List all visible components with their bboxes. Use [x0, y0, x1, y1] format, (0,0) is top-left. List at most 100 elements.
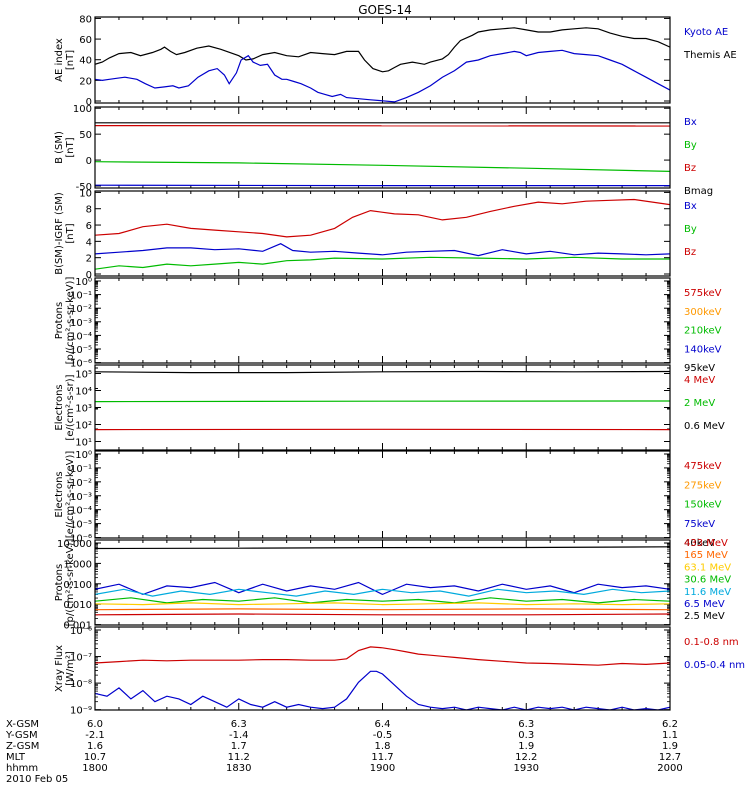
- series-group: [95, 27, 670, 103]
- legend-entry-140kev: 140keV: [684, 344, 722, 355]
- x-tick-value: 1830: [226, 763, 251, 774]
- x-tick-value: 2000: [657, 763, 682, 774]
- legend-entry-6-5-mev: 6.5 MeV: [684, 599, 725, 610]
- y-tick-label: 10.000: [57, 539, 92, 550]
- y-tick-label: 6: [86, 221, 92, 232]
- y-axis-label: [nT]: [65, 223, 76, 243]
- legend-entry-575kev: 575keV: [684, 288, 722, 299]
- y-tick-label: 20: [79, 76, 92, 87]
- series-group: [95, 198, 670, 270]
- y-tick-label: 10⁻³: [70, 318, 92, 329]
- y-tick-label: 10⁻²: [70, 304, 92, 315]
- y-tick-label: 8: [86, 205, 92, 216]
- legend-entry-475kev: 475keV: [684, 461, 722, 472]
- series-group: [95, 546, 670, 616]
- y-axis-label: B (SM): [54, 131, 65, 164]
- series-line-63-1-mev: [95, 602, 670, 606]
- series-line-6-5-mev: [95, 581, 670, 596]
- y-tick-label: 100: [73, 104, 92, 115]
- y-tick-label: 10⁻⁶: [70, 626, 92, 637]
- legend-entry-bmag: Bmag: [684, 186, 713, 197]
- panel-6: 10⁰ 10⁻¹ 10⁻² 10⁻³ 10⁻⁴ 10⁻⁵ 10⁻⁶ Electrons [e/(…: [54, 450, 722, 549]
- y-tick-label: 10⁵: [75, 370, 92, 381]
- y-tick-label: 10⁻³: [70, 492, 92, 503]
- y-tick-label: 10¹: [75, 438, 92, 449]
- legend-entry-2-mev: 2 MeV: [684, 398, 715, 409]
- legend-entry-0-6-mev: 0.6 MeV: [684, 421, 725, 432]
- series-line-themis-ae: [95, 27, 670, 73]
- legend-entry-2-5-mev: 2.5 MeV: [684, 611, 725, 622]
- legend-entry-bx: Bx: [684, 117, 697, 128]
- panel-frame: [94, 450, 671, 539]
- y-axis-label: Electrons: [54, 384, 65, 430]
- series-line-0-6-mev: [95, 370, 670, 374]
- y-tick-label: 10⁻⁴: [70, 331, 92, 342]
- y-tick-label: 10⁻⁸: [70, 679, 92, 690]
- y-tick-label: 10⁴: [75, 387, 92, 398]
- x-row-label: X-GSM: [6, 719, 39, 730]
- y-tick-label: 10⁻⁵: [70, 520, 92, 531]
- series-line-0-1-0-8-nm: [95, 646, 670, 666]
- x-tick-value: -2.1: [85, 730, 105, 741]
- series-line-by: [95, 161, 670, 172]
- y-tick-label: 2: [86, 254, 92, 265]
- y-axis-label: AE index: [54, 38, 65, 82]
- y-tick-label: 1.000: [63, 559, 92, 570]
- series-line-by: [95, 256, 670, 270]
- series-group: [95, 370, 670, 431]
- y-tick-label: 10³: [75, 404, 92, 415]
- plot-title: GOES-14: [358, 3, 412, 17]
- legend-entry-30-6-mev: 30.6 MeV: [684, 575, 731, 586]
- y-tick-label: 10⁻¹: [70, 464, 92, 475]
- y-tick-label: 10⁻⁶: [70, 359, 92, 370]
- panel-frame: [94, 364, 671, 451]
- x-tick-value: 0.3: [518, 730, 534, 741]
- x-row-label: hhmm: [6, 763, 38, 774]
- legend-entry-433-mev: 433 MeV: [684, 538, 728, 549]
- series-line-bz: [95, 198, 670, 238]
- panel-frame: [94, 277, 671, 364]
- y-tick-label: 60: [79, 35, 92, 46]
- y-axis-label: [e/(cm²-s-sr-keV)]: [65, 451, 76, 539]
- y-axis-label: [p/(cm²-s-sr-keV)]: [65, 539, 76, 627]
- x-row-label: Z-GSM: [6, 741, 39, 752]
- series-group: [95, 646, 670, 710]
- legend-entry-150kev: 150keV: [684, 500, 722, 511]
- y-tick-label: 10⁰: [75, 450, 92, 461]
- legend-entry-275kev: 275keV: [684, 480, 722, 491]
- y-tick-label: 10⁻⁴: [70, 506, 92, 517]
- legend-entry-210kev: 210keV: [684, 326, 722, 337]
- legend-entry-63-1-mev: 63.1 MeV: [684, 562, 731, 573]
- x-tick-value: 11.2: [228, 752, 250, 763]
- y-axis-label: B(SM)-IGRF (SM): [54, 192, 65, 275]
- y-axis-label: Protons: [54, 302, 65, 339]
- y-tick-label: 10: [79, 188, 92, 199]
- panel-4: 10⁰ 10⁻¹ 10⁻² 10⁻³ 10⁻⁴ 10⁻⁵ 10⁻⁶ Protons [p/(cm…: [54, 277, 722, 374]
- x-tick-value: 12.7: [659, 752, 681, 763]
- legend-entry-by: By: [684, 224, 697, 235]
- y-tick-label: 0: [86, 97, 92, 108]
- panel-2: -50 0 50 100 B (SM) [nT] Bx By Bz Bmag: [54, 104, 713, 197]
- series-line-2-mev: [95, 400, 670, 403]
- y-tick-label: 0.100: [63, 580, 92, 591]
- y-tick-label: 4: [86, 237, 92, 248]
- series-group: [95, 122, 670, 187]
- x-tick-value: 1.6: [87, 741, 103, 752]
- legend-entry-4-mev: 4 MeV: [684, 375, 715, 386]
- y-tick-label: -50: [76, 182, 92, 193]
- panel-frame: [94, 106, 671, 189]
- x-tick-value: 6.3: [518, 719, 534, 730]
- legend-entry-by: By: [684, 140, 697, 151]
- y-axis-label: [nT]: [65, 50, 76, 70]
- y-tick-label: 10²: [75, 421, 92, 432]
- y-axis-label: [p/(cm²-s-sr-keV)]: [65, 277, 76, 365]
- y-axis-label: [W/m²]: [65, 651, 76, 686]
- y-tick-label: 80: [79, 14, 92, 25]
- y-tick-label: 10⁻¹: [70, 291, 92, 302]
- series-line-433-mev: [95, 613, 670, 616]
- x-tick-value: 1800: [82, 763, 107, 774]
- x-tick-value: -1.4: [229, 730, 249, 741]
- series-line-bx: [95, 243, 670, 257]
- legend-entry-165-mev: 165 MeV: [684, 550, 728, 561]
- y-tick-label: 40: [79, 56, 92, 67]
